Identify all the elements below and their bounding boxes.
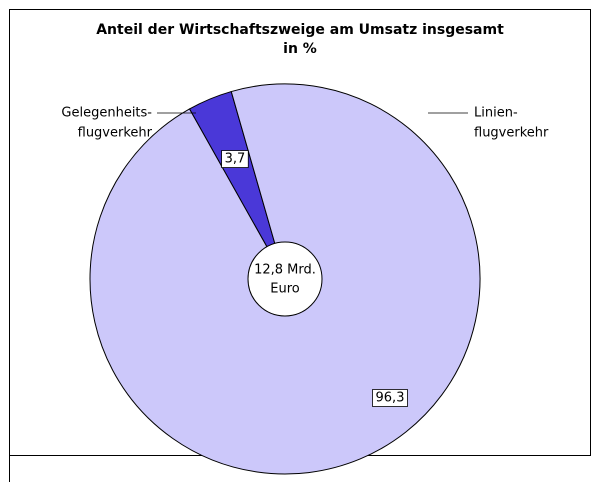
value-label-box	[372, 389, 408, 407]
value-label: 96,3	[376, 391, 405, 406]
category-label: Gelegenheits-	[61, 106, 152, 121]
donut-hole	[247, 241, 323, 317]
category-label: flugverkehr	[78, 126, 153, 141]
slice	[89, 83, 481, 475]
center-label: Euro	[270, 282, 300, 297]
value-label: 3,7	[225, 152, 246, 167]
category-label: flugverkehr	[474, 126, 549, 141]
chart-title: Anteil der Wirtschaftszweige am Umsatz i…	[96, 22, 504, 38]
center-label: 12,8 Mrd.	[254, 263, 316, 278]
chart-title: in %	[283, 41, 317, 57]
value-label-box	[221, 150, 249, 168]
category-label: Linien-	[474, 106, 518, 121]
